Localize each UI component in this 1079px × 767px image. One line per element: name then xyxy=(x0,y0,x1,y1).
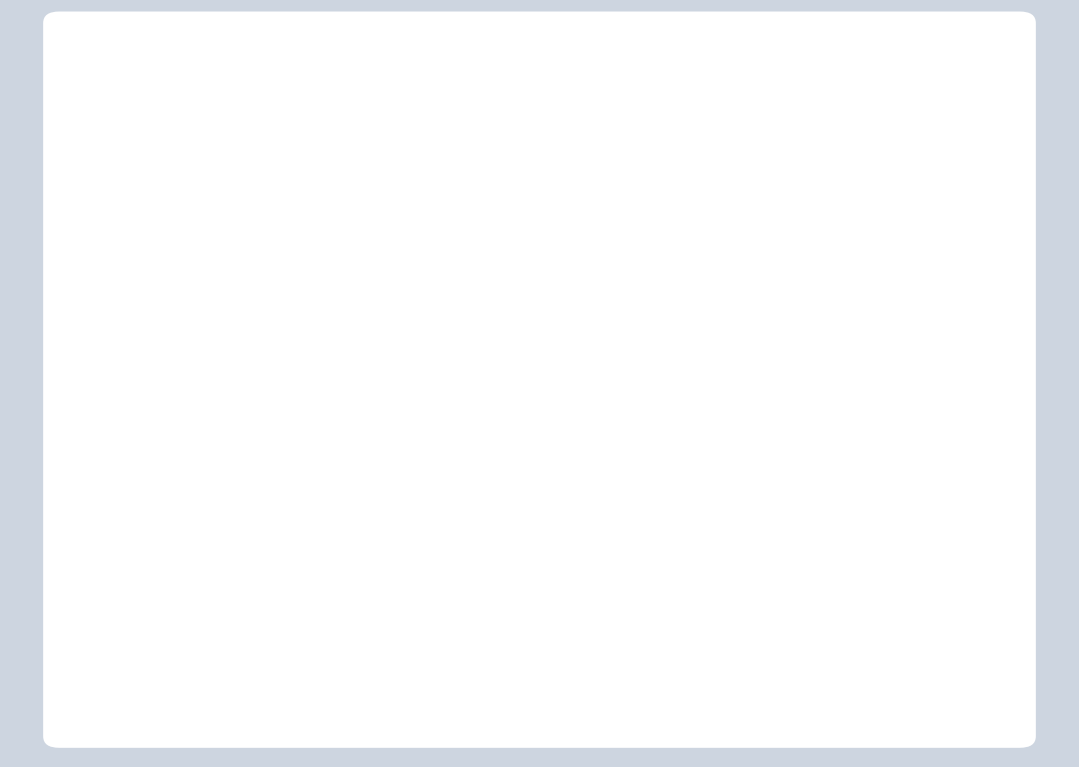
Text: k=2x, p=2: k=2x, p=2 xyxy=(210,367,374,397)
Text: Find the curvature and radius of curvature of the parabola y=x² at: Find the curvature and radius of curvatu… xyxy=(105,77,846,97)
Text: the origin.: the origin. xyxy=(105,112,219,132)
Text: k=2, p=2x: k=2, p=2x xyxy=(210,613,374,641)
Text: k=1/2, p=2: k=1/2, p=2 xyxy=(210,492,386,522)
Text: K= 2, p=1/2: K= 2, p=1/2 xyxy=(210,242,398,272)
